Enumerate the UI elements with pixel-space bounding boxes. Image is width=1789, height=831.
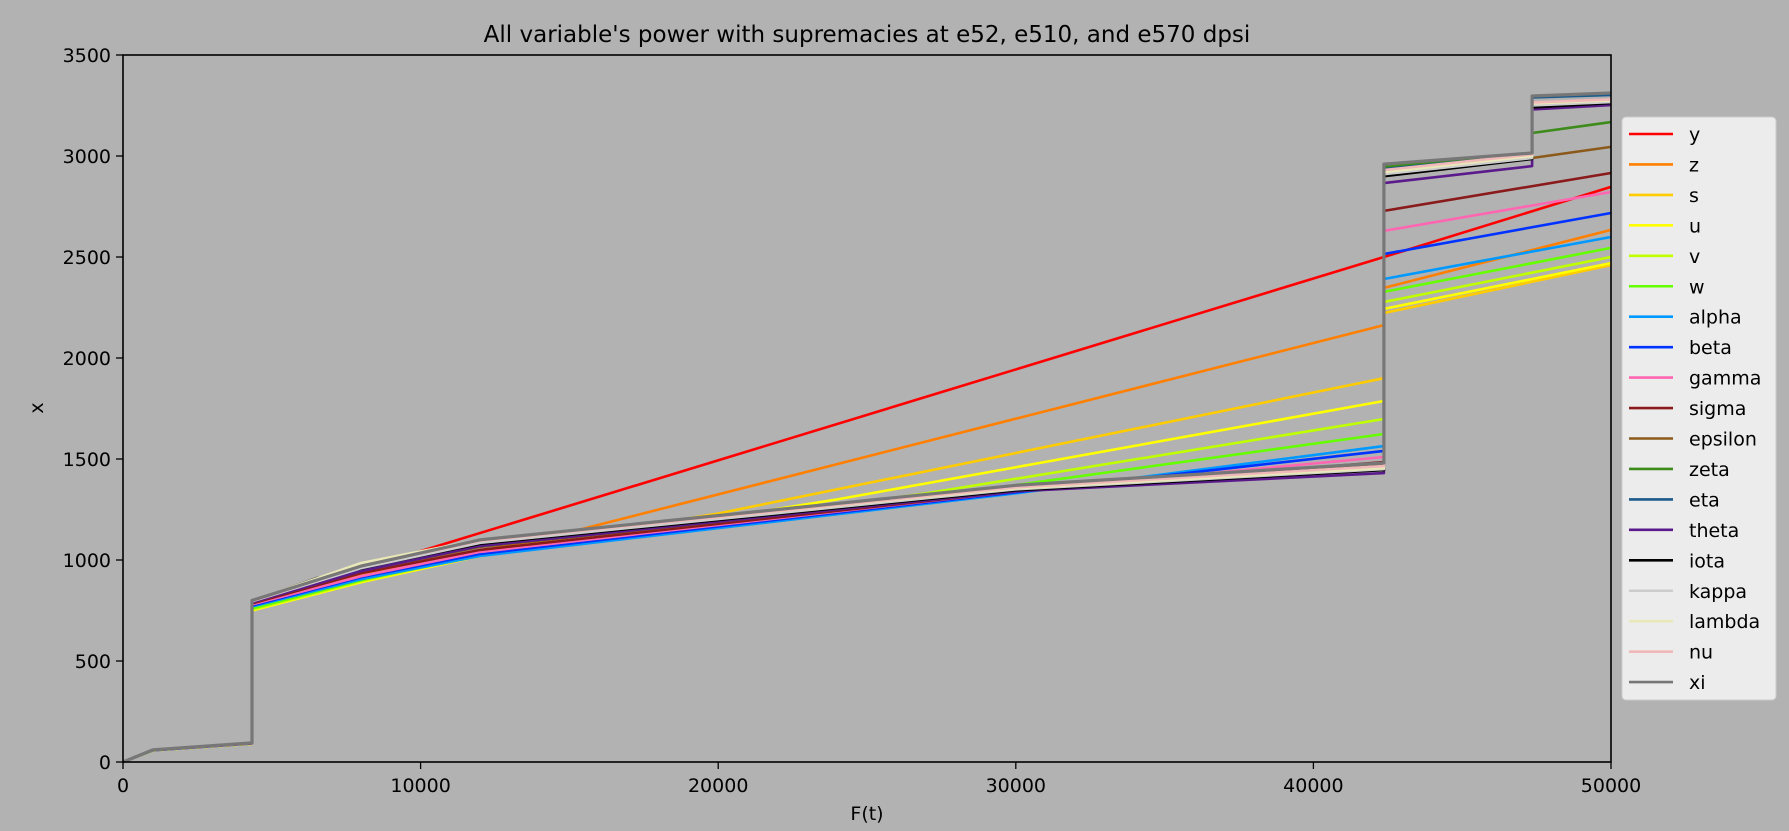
- y-tick-label: 1500: [63, 449, 111, 471]
- x-axis: 0 10000 20000 30000 40000 50000: [117, 762, 1641, 797]
- series-line-beta: [122, 211, 1612, 764]
- x-tick-label: 0: [117, 775, 129, 797]
- legend-label: sigma: [1689, 398, 1746, 420]
- series-line-y: [122, 185, 1612, 764]
- legend-item-beta: beta: [1629, 337, 1732, 359]
- legend-box: [1621, 116, 1777, 701]
- y-tick-label: 1000: [63, 550, 111, 572]
- legend-item-iota: iota: [1629, 550, 1725, 572]
- legend-label: alpha: [1689, 307, 1742, 329]
- y-tick-label: 2000: [63, 348, 111, 370]
- y-axis: 0 500 1000 1500 2000 2500 3000 3500: [63, 45, 123, 774]
- series-line-s: [122, 263, 1612, 764]
- legend-label: kappa: [1689, 581, 1747, 603]
- legend-item-v: v: [1629, 246, 1700, 268]
- legend-item-zeta: zeta: [1629, 459, 1730, 481]
- x-tick-label: 50000: [1581, 775, 1641, 797]
- legend-label: iota: [1689, 550, 1725, 572]
- series-lines: [122, 91, 1612, 764]
- x-axis-label: F(t): [850, 803, 883, 825]
- legend-item-sigma: sigma: [1629, 398, 1746, 420]
- series-line-xi: [122, 91, 1612, 764]
- y-tick-label: 0: [99, 752, 111, 774]
- legend-label: y: [1689, 124, 1700, 146]
- chart-title: All variable's power with supremacies at…: [484, 22, 1251, 48]
- legend-label: gamma: [1689, 368, 1761, 390]
- y-tick-label: 500: [75, 651, 111, 673]
- legend-item-alpha: alpha: [1629, 307, 1742, 329]
- legend-item-lambda: lambda: [1629, 611, 1760, 633]
- x-tick-label: 30000: [986, 775, 1046, 797]
- legend-item-s: s: [1629, 185, 1699, 207]
- x-tick-label: 40000: [1283, 775, 1343, 797]
- y-tick-label: 3500: [63, 45, 111, 67]
- legend-label: epsilon: [1689, 429, 1757, 451]
- legend-item-eta: eta: [1629, 489, 1720, 511]
- legend-label: xi: [1689, 672, 1706, 694]
- legend-item-kappa: kappa: [1629, 581, 1747, 603]
- legend-item-gamma: gamma: [1629, 368, 1761, 390]
- series-line-lambda: [122, 99, 1612, 764]
- series-line-zeta: [122, 120, 1612, 764]
- legend-item-xi: xi: [1629, 672, 1706, 694]
- legend-label: theta: [1689, 520, 1739, 542]
- legend-label: v: [1689, 246, 1700, 268]
- series-line-u: [122, 261, 1612, 764]
- legend-label: zeta: [1689, 459, 1730, 481]
- y-tick-label: 2500: [63, 247, 111, 269]
- legend-item-nu: nu: [1629, 642, 1713, 664]
- series-line-sigma: [122, 171, 1612, 764]
- legend-label: lambda: [1689, 611, 1760, 633]
- series-line-iota: [122, 101, 1612, 764]
- series-line-eta: [122, 93, 1612, 764]
- legend-item-z: z: [1629, 154, 1699, 176]
- series-line-kappa: [122, 100, 1612, 764]
- legend-item-epsilon: epsilon: [1629, 429, 1757, 451]
- plot-frame: [122, 54, 1612, 763]
- legend-label: nu: [1689, 642, 1713, 664]
- legend-label: z: [1689, 154, 1699, 176]
- legend-item-u: u: [1629, 215, 1701, 237]
- legend-label: w: [1689, 276, 1705, 298]
- legend-item-theta: theta: [1629, 520, 1739, 542]
- series-line-nu: [122, 98, 1612, 764]
- legend-item-y: y: [1629, 124, 1700, 146]
- series-line-z: [122, 228, 1612, 764]
- x-tick-label: 20000: [688, 775, 748, 797]
- series-line-epsilon: [122, 145, 1612, 764]
- x-tick-label: 10000: [390, 775, 450, 797]
- legend-label: u: [1689, 215, 1701, 237]
- y-tick-label: 3000: [63, 146, 111, 168]
- y-axis-label: x: [26, 402, 48, 413]
- legend-item-w: w: [1629, 276, 1705, 298]
- legend-label: beta: [1689, 337, 1732, 359]
- legend-label: s: [1689, 185, 1699, 207]
- legend-label: eta: [1689, 489, 1720, 511]
- series-line-theta: [122, 103, 1612, 764]
